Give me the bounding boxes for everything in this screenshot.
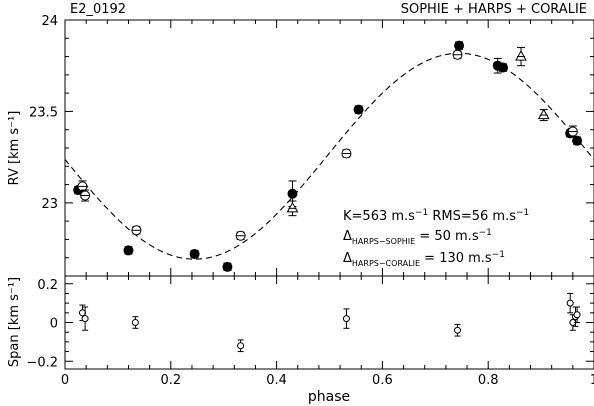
rv-point-filled: [454, 40, 465, 51]
span-point: [131, 319, 139, 326]
rv-point-filled: [353, 104, 364, 115]
span-point: [566, 299, 574, 307]
axis-ticks: 00.20.40.60.812323.524−0.200.2: [26, 14, 594, 388]
annotation-offset-coralie: ΔHARPS−CORALIE = 130 m.s−1: [343, 250, 505, 268]
span-y-tick-label: 0.2: [37, 278, 58, 293]
rv-y-tick-label: 23.5: [29, 105, 58, 120]
span-point: [573, 311, 581, 319]
x-tick-label: 0.6: [372, 373, 393, 388]
annotation-k-rms: K=563 m.s−1 RMS=56 m.s−1: [343, 208, 529, 224]
x-tick-label: 0: [61, 373, 69, 388]
span-points: [78, 292, 581, 353]
span-point: [78, 309, 86, 317]
rv-point-filled: [287, 188, 298, 199]
rv-panel-frame: [64, 19, 594, 277]
span-panel-frame: [64, 275, 594, 370]
rv-point-triangle: [515, 50, 527, 61]
rv-y-tick-label: 23: [41, 197, 58, 212]
rv-model-curve: [64, 52, 594, 260]
span-point: [454, 326, 462, 334]
rv-y-tick-label: 24: [41, 14, 58, 29]
annotation-offset-sophie: ΔHARPS−SOPHIE = 50 m.s−1: [343, 228, 492, 246]
rv-points: [73, 40, 583, 272]
rv-axis-label: RV [km s⁻¹]: [7, 111, 22, 186]
span-point: [342, 315, 350, 323]
span-point: [81, 315, 89, 323]
phase-axis-label: phase: [308, 389, 350, 405]
rv-point-filled: [222, 261, 233, 272]
rv-point-triangle: [537, 108, 550, 120]
rv-model-line: [64, 52, 594, 260]
rv-point-filled: [498, 62, 509, 73]
rv-point-filled: [189, 249, 200, 260]
span-y-tick-label: −0.2: [26, 355, 58, 370]
span-axis-label: Span [km s⁻¹]: [7, 277, 22, 367]
x-tick-label: 0.2: [160, 373, 181, 388]
span-y-tick-label: 0: [50, 317, 58, 332]
instruments-label: SOPHIE + HARPS + CORALIE: [401, 2, 587, 17]
x-tick-label: 1: [590, 373, 594, 388]
x-tick-label: 0.4: [266, 373, 287, 388]
span-point: [237, 342, 245, 350]
rv-point-filled: [572, 135, 583, 146]
target-label: E2_0192: [70, 2, 126, 17]
x-tick-label: 0.8: [478, 373, 499, 388]
rv-point-triangle: [286, 201, 299, 213]
rv-point-filled: [123, 245, 134, 256]
